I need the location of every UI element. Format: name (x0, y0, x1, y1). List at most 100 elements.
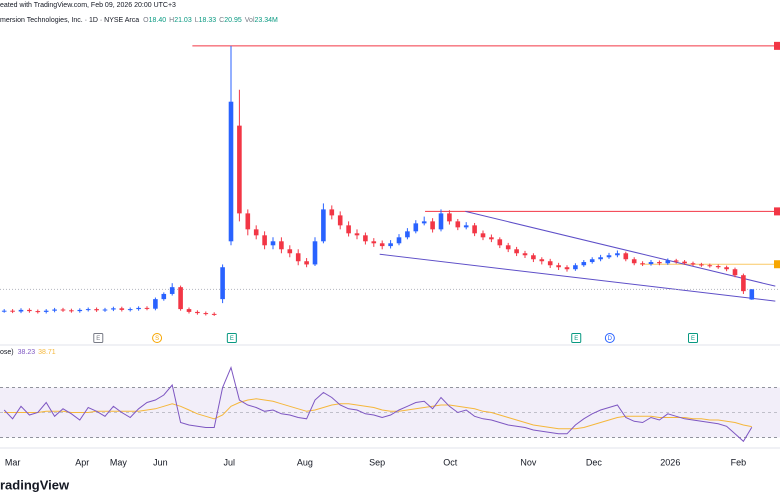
candle-body (186, 309, 192, 312)
candle-body (270, 241, 276, 246)
credit: eated with TradingView.com, Feb 09, 2026… (0, 2, 176, 9)
candle-body (203, 313, 209, 315)
candle-body (682, 261, 687, 264)
candle-body (741, 275, 746, 292)
candle-body (354, 233, 360, 236)
candle-body (623, 253, 629, 260)
candle-body (178, 287, 183, 310)
candle-body (161, 293, 167, 300)
candle-body (60, 309, 66, 311)
x-tick-label: 2026 (660, 457, 680, 467)
candle-body (195, 311, 200, 314)
candle-body (1, 310, 7, 312)
candle-body (522, 253, 528, 256)
ohlc-value: 23.34M (255, 17, 279, 24)
candle-body (169, 287, 175, 294)
candle-body (514, 249, 519, 254)
candle-body (144, 307, 150, 309)
candle-body (589, 259, 595, 263)
candle-body (480, 233, 486, 238)
candle-body (279, 241, 284, 250)
candle-body (35, 311, 41, 313)
candle-body (321, 209, 326, 242)
candle-body (127, 309, 133, 311)
candle-body (287, 249, 293, 254)
event-label: E (96, 336, 100, 342)
candle-body (111, 308, 116, 310)
trend-line (465, 210, 776, 287)
candle-body (724, 267, 729, 270)
brand: radingView (0, 477, 70, 492)
candle-body (237, 125, 242, 214)
rsi-line (3, 365, 753, 443)
event-marker (571, 333, 582, 343)
event-marker (93, 333, 104, 343)
x-tick-label: May (110, 457, 128, 467)
x-tick-label: Dec (586, 457, 603, 467)
candle-body (531, 255, 536, 260)
candle-body (94, 309, 99, 311)
candle-body (598, 257, 603, 260)
candle-body (102, 309, 108, 311)
event-label: E (574, 336, 578, 342)
candle-body (304, 261, 309, 265)
candle-body (749, 289, 755, 300)
level-handle (774, 260, 780, 269)
event-label: E (230, 336, 234, 342)
candle-body (640, 263, 645, 265)
candle-body (329, 209, 335, 216)
candle-body (648, 262, 654, 265)
x-tick-label: Jun (153, 457, 168, 467)
candle-body (631, 259, 637, 264)
candle-body (119, 308, 125, 310)
candle-body (220, 267, 225, 300)
candle-body (211, 313, 217, 315)
x-tick-label: Mar (5, 457, 21, 467)
candle-body (27, 309, 32, 312)
candle-body (245, 213, 251, 230)
event-label: D (608, 336, 613, 342)
candle-body (497, 239, 503, 246)
event-marker (604, 333, 615, 343)
candle-body (615, 253, 620, 256)
candle-body (463, 225, 469, 228)
candle-body (346, 225, 351, 234)
ohlc-value: 18.40 (149, 17, 167, 24)
candle-body (363, 235, 368, 242)
event-label: S (155, 336, 159, 342)
ohlc-key: L (195, 17, 199, 24)
candle-body (606, 255, 612, 258)
candle-body (447, 213, 452, 222)
candle-body (472, 225, 477, 234)
ohlc-key: Vol (245, 17, 255, 24)
candle-body (438, 213, 444, 230)
rsi-band (0, 387, 780, 438)
candle-body (371, 241, 377, 244)
candle-body (405, 231, 410, 238)
level-handle (774, 41, 780, 50)
candle-body (312, 241, 318, 265)
candle-body (489, 237, 494, 240)
rsi-ma-line (4, 398, 752, 430)
candle-body (69, 310, 74, 312)
x-tick-label: Jul (224, 457, 236, 467)
candle-body (10, 310, 15, 312)
rsi-title: ose) (0, 349, 14, 356)
event-label: E (691, 336, 695, 342)
candle-body (556, 265, 561, 268)
candle-body (136, 307, 141, 310)
ohlc-key: C (219, 17, 224, 24)
candle-body (295, 253, 301, 262)
candle-body (430, 221, 435, 230)
candle-body (673, 260, 679, 262)
candle-body (539, 259, 545, 262)
candle-body (85, 309, 91, 311)
candle-body (581, 262, 587, 266)
candle-body (421, 221, 427, 224)
candle-body (253, 229, 259, 236)
candle-body (665, 260, 671, 264)
candle-body (77, 309, 83, 312)
ohlc-legend: O 18.40 H 21.03 L 18.33 C 20.95 Vol 23.34M (143, 17, 278, 24)
candle-body (715, 266, 721, 268)
